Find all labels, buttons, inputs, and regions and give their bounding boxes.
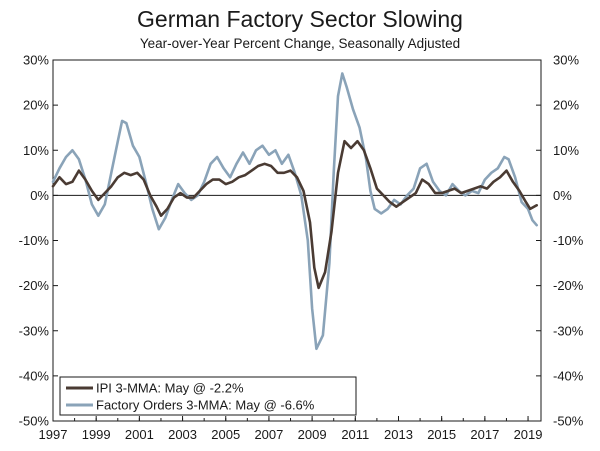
- y-tick-label-right: -30%: [553, 323, 584, 338]
- x-tick-label: 1999: [82, 427, 111, 442]
- x-tick-label: 2013: [384, 427, 413, 442]
- y-tick-label-left: 20%: [23, 98, 49, 113]
- y-tick-label-left: -40%: [19, 368, 50, 383]
- y-tick-label-right: -40%: [553, 368, 584, 383]
- x-tick-label: 2001: [125, 427, 154, 442]
- y-tick-label-left: 10%: [23, 143, 49, 158]
- legend-box: [59, 376, 357, 416]
- y-tick-label-left: 0%: [30, 188, 49, 203]
- y-tick-label-left: -20%: [19, 278, 50, 293]
- x-tick-label: 2003: [168, 427, 197, 442]
- x-tick-label: 2007: [254, 427, 283, 442]
- plot-frame: [52, 59, 542, 422]
- x-tick-label: 2019: [514, 427, 543, 442]
- legend-label-ipi: IPI 3-MMA: May @ -2.2%: [96, 381, 244, 396]
- y-tick-label-left: -30%: [19, 323, 50, 338]
- y-tick-label-left: -10%: [19, 233, 50, 248]
- chart-title: German Factory Sector Slowing: [137, 6, 463, 32]
- y-tick-label-left: -50%: [19, 414, 50, 429]
- y-tick-label-right: 0%: [553, 188, 572, 203]
- x-tick-label: 2015: [427, 427, 456, 442]
- y-tick-label-right: -20%: [553, 278, 584, 293]
- y-tick-label-right: -50%: [553, 414, 584, 429]
- x-tick-label: 2005: [211, 427, 240, 442]
- y-tick-label-right: 20%: [553, 98, 579, 113]
- x-tick-label: 2009: [298, 427, 327, 442]
- x-tick-label: 1997: [39, 427, 68, 442]
- legend-label-orders: Factory Orders 3-MMA: May @ -6.6%: [96, 398, 315, 413]
- y-tick-label-right: 30%: [553, 53, 579, 68]
- x-tick-label: 2011: [341, 427, 369, 442]
- x-tick-label: 2017: [470, 427, 499, 442]
- y-tick-label-right: -10%: [553, 233, 584, 248]
- series-line-ipi: [51, 139, 538, 290]
- chart-subtitle: Year-over-Year Percent Change, Seasonall…: [139, 36, 461, 51]
- y-tick-label-right: 10%: [553, 143, 579, 158]
- series-line-orders: [51, 72, 538, 351]
- y-tick-label-left: 30%: [23, 53, 49, 68]
